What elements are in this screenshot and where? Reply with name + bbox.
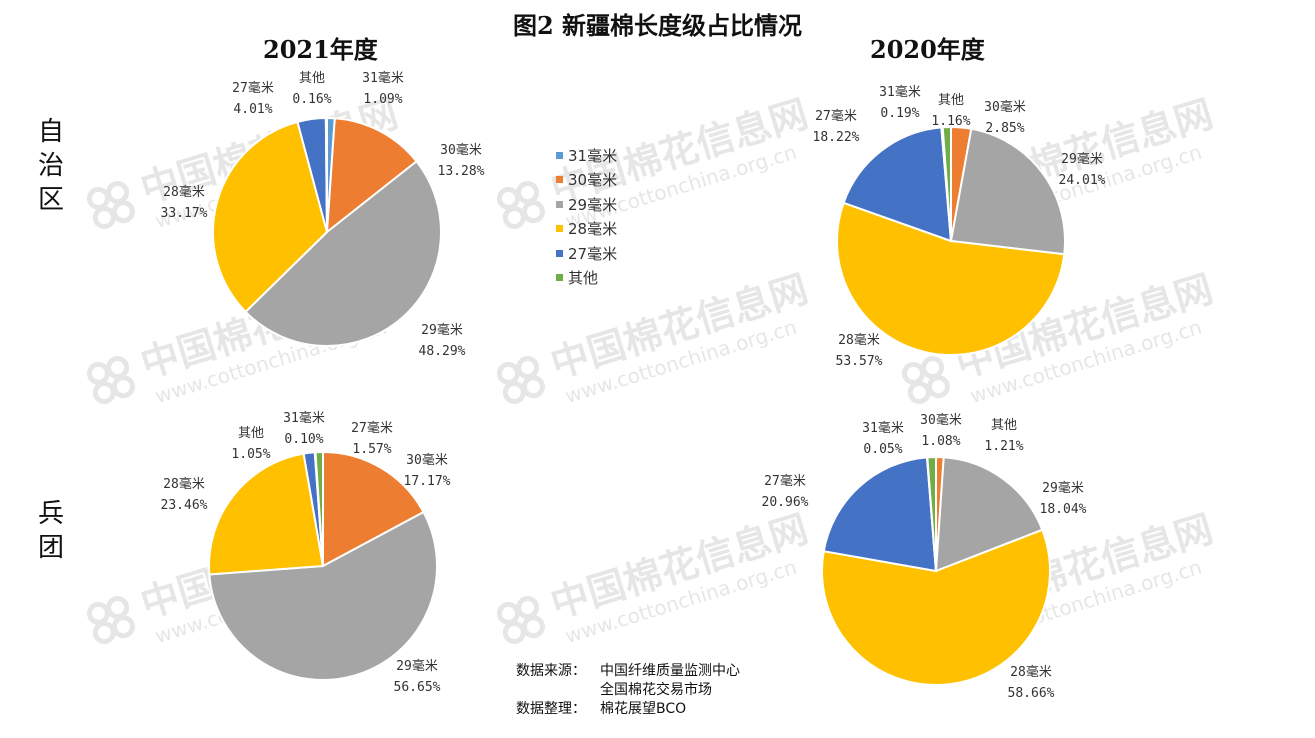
pie-chart: 30毫米 17.17% 29毫米 56.65% 28毫米 23.46% 27毫米 1.57% 3… — [161, 410, 451, 695]
pie-slice — [941, 125, 952, 242]
pie-slice — [926, 455, 937, 572]
pie-chart: 30毫米 2.85% 29毫米 24.01% 28毫米 53.57% 27毫米 18.22% 3… — [813, 84, 1106, 369]
legend-swatch — [556, 274, 563, 282]
slice-label: 28毫米 23.46% — [161, 476, 208, 513]
watermark-logo — [901, 356, 950, 405]
slice-label: 其他 1.05% — [231, 426, 270, 462]
legend-label: 31毫米 — [568, 146, 618, 165]
watermark-logo — [496, 356, 545, 405]
pie-slice — [207, 452, 325, 576]
slice-label: 29毫米 24.01% — [1059, 151, 1106, 188]
pie-slice — [244, 159, 442, 347]
legend-swatch — [556, 225, 563, 233]
legend-label: 28毫米 — [568, 220, 618, 239]
slice-label: 31毫米 1.09% — [362, 70, 404, 107]
legend-item: 28毫米 — [556, 217, 617, 242]
source-line-1: 中国纤维质量监测中心 — [600, 663, 740, 679]
watermark-logo — [86, 356, 135, 405]
legend-item: 29毫米 — [556, 192, 617, 217]
column-title-2020: 2020年度 — [870, 35, 985, 64]
pie-slice — [208, 510, 438, 681]
slice-label: 其他 1.16% — [931, 93, 970, 129]
column-title-2021: 2021年度 — [263, 35, 378, 64]
pie-slice — [314, 450, 324, 567]
pie-slice — [821, 528, 1051, 686]
pie-slice — [325, 117, 418, 235]
pie-chart: 30毫米 1.08% 29毫米 18.04% 28毫米 58.66% 27毫米 20.96% 3… — [762, 412, 1087, 701]
pie-slice — [822, 456, 938, 573]
legend-label: 27毫米 — [568, 244, 618, 263]
slice-label: 其他 0.16% — [292, 71, 331, 107]
slice-label: 27毫米 20.96% — [762, 473, 809, 510]
pie-slice — [211, 120, 329, 314]
legend-label: 29毫米 — [568, 195, 618, 214]
data-source: 数据来源： 中国纤维质量监测中心 全国棉花交易市场 数据整理： 棉花展望BCO — [516, 662, 740, 719]
legend-label: 其他 — [568, 269, 599, 288]
legend-item: 27毫米 — [556, 241, 617, 266]
pie-slice — [836, 201, 1066, 357]
legend-swatch — [556, 176, 563, 184]
slice-label: 29毫米 48.29% — [419, 322, 466, 359]
slice-label: 30毫米 2.85% — [984, 99, 1026, 136]
chart-title: 图2 新疆棉长度级占比情况 — [512, 11, 803, 40]
watermark-logo — [496, 181, 545, 230]
watermark-logo — [496, 596, 545, 645]
pie-slice — [934, 456, 1044, 573]
row-title-region: 自治区 — [37, 117, 64, 215]
slice-label: 29毫米 18.04% — [1040, 480, 1087, 517]
row-title-corps: 兵团 — [37, 499, 64, 563]
slice-label: 31毫米 0.05% — [862, 420, 904, 457]
slice-label: 28毫米 33.17% — [161, 184, 208, 221]
legend-label: 30毫米 — [568, 171, 618, 190]
slice-label: 27毫米 18.22% — [813, 108, 860, 145]
legend-swatch — [556, 151, 563, 159]
compiler-label: 数据整理： — [516, 701, 586, 717]
pie-slice — [322, 450, 425, 568]
pie-slice — [842, 126, 953, 243]
legend-swatch — [556, 200, 563, 208]
watermark-logo — [86, 181, 135, 230]
slice-label: 31毫米 0.10% — [283, 410, 325, 447]
slice-label: 29毫米 56.65% — [394, 658, 441, 695]
source-line-2: 全国棉花交易市场 — [600, 682, 712, 698]
slice-label: 27毫米 4.01% — [232, 80, 274, 117]
slice-label: 28毫米 58.66% — [1008, 664, 1055, 701]
slice-label: 30毫米 1.08% — [920, 412, 962, 449]
pie-slice — [324, 116, 328, 233]
source-line-3: 棉花展望BCO — [600, 701, 687, 717]
slice-label: 27毫米 1.57% — [351, 420, 393, 457]
pie-slice — [949, 127, 1066, 256]
legend: 31毫米 30毫米 29毫米 28毫米 27毫米其他 — [556, 143, 617, 290]
pie-chart: 31毫米 1.09% 30毫米 13.28% 29毫米 48.29% 28毫米 33.17% 2… — [161, 70, 485, 359]
slice-label: 31毫米 0.19% — [879, 84, 921, 121]
legend-item: 其他 — [556, 266, 617, 291]
slice-label: 30毫米 13.28% — [438, 142, 485, 179]
slice-label: 其他 1.21% — [984, 418, 1023, 454]
slice-label: 30毫米 17.17% — [404, 452, 451, 489]
slice-label: 28毫米 53.57% — [836, 332, 883, 369]
legend-item: 30毫米 — [556, 168, 617, 193]
source-label: 数据来源： — [516, 663, 586, 679]
pie-charts: 31毫米 1.09% 30毫米 13.28% 29毫米 48.29% 28毫米 33.17% 2… — [161, 70, 1106, 701]
legend-swatch — [556, 249, 563, 257]
watermark-logo — [86, 596, 135, 645]
legend-item: 31毫米 — [556, 143, 617, 168]
